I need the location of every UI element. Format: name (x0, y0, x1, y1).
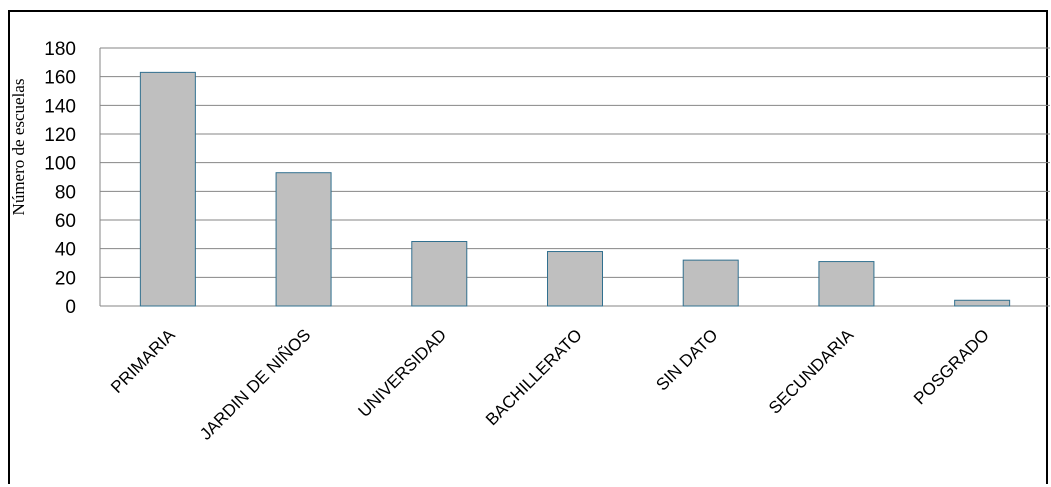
x-category-labels: PRIMARIA JARDIN DE NIÑOS UNIVERSIDAD BACHIL… (107, 325, 993, 444)
x-category-label: SIN DATO (652, 325, 721, 394)
x-category-label: PRIMARIA (107, 325, 179, 397)
y-tick-label: 140 (44, 96, 76, 117)
y-tick-label: 20 (55, 268, 76, 289)
x-category-label: UNIVERSIDAD (355, 325, 451, 421)
y-tick-label: 0 (65, 297, 76, 318)
y-tick-label: 40 (55, 240, 76, 261)
x-category-label: BACHILLERATO (482, 325, 586, 429)
bar (139, 71, 196, 307)
bar (818, 261, 875, 307)
y-tick-labels: 0 20 40 60 80 100 120 140 160 180 (44, 39, 76, 318)
y-tick-label: 60 (55, 211, 76, 232)
bar (547, 251, 603, 307)
bar (275, 172, 332, 307)
x-category-label: JARDIN DE NIÑOS (196, 325, 314, 443)
bars (139, 71, 1011, 307)
y-tick-label: 120 (44, 125, 76, 146)
y-axis-label: Número de escuelas (9, 79, 28, 216)
y-tick-label: 100 (44, 154, 76, 175)
x-category-label: SECUNDARIA (765, 325, 858, 418)
bar (411, 241, 468, 307)
y-tick-label: 80 (55, 182, 76, 203)
y-tick-label: 180 (44, 39, 76, 60)
x-category-label: POSGRADO (910, 325, 993, 408)
y-tick-label: 160 (44, 68, 76, 89)
bar (682, 259, 739, 307)
bar (954, 299, 1011, 307)
